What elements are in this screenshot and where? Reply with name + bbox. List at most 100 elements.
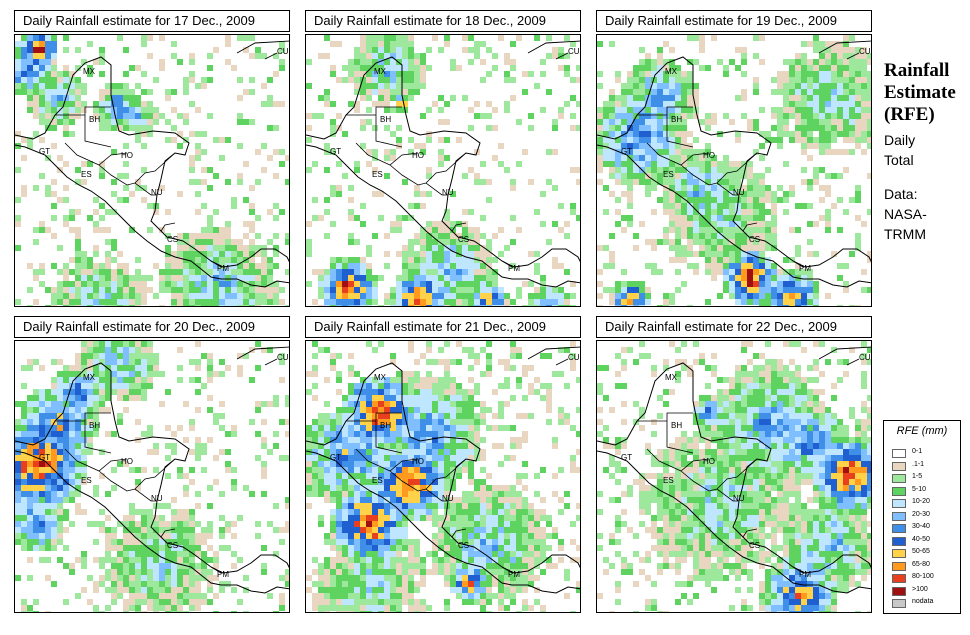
country-label: HO: [703, 457, 715, 466]
rainfall-map: CU MX BH GT HO ES NU CS PM: [305, 340, 581, 613]
country-label: CU: [859, 353, 871, 362]
legend-label: 0-1: [912, 448, 923, 455]
map-outline: [55, 412, 222, 574]
country-label: MX: [665, 67, 677, 76]
country-label: CS: [167, 235, 179, 244]
map-outline: [818, 346, 871, 366]
legend-label: 80-100: [912, 573, 934, 580]
country-label: PM: [508, 570, 520, 579]
country-label: HO: [121, 151, 133, 160]
country-label: CU: [568, 353, 580, 362]
country-label: GT: [39, 147, 51, 156]
legend-swatch: [892, 449, 906, 458]
sidebar-title-2: Estimate: [884, 82, 956, 103]
legend-label: 50-65: [912, 548, 930, 555]
country-label: NU: [151, 494, 163, 503]
rainfall-map: CU MX BH GT HO ES NU CS PM: [14, 340, 290, 613]
country-label: PM: [508, 264, 520, 273]
legend-swatch: [892, 486, 906, 496]
country-label: PM: [799, 570, 811, 579]
country-label: ES: [372, 476, 383, 485]
legend-label: nodata: [912, 598, 934, 605]
country-label: ES: [663, 170, 674, 179]
legend-swatch: [892, 461, 906, 471]
legend: RFE (mm) 0-1 .1-1 1-5 5-10 10-20 20-30 30-40 40…: [883, 420, 961, 614]
country-label: PM: [799, 264, 811, 273]
country-label: BH: [671, 421, 683, 430]
legend-swatch: [892, 524, 906, 533]
country-label: MX: [374, 67, 386, 76]
country-label: ES: [372, 170, 383, 179]
map-outline: [637, 412, 804, 574]
legend-title: RFE (mm): [896, 425, 948, 437]
legend-label: 1-5: [912, 473, 923, 480]
map-outline: [597, 362, 871, 594]
country-label: HO: [121, 457, 133, 466]
map-panel: Daily Rainfall estimate for 18 Dec., 200…: [305, 10, 581, 307]
map-outline: [637, 106, 804, 268]
country-label: NU: [733, 494, 745, 503]
country-label: BH: [671, 115, 683, 124]
legend-label: 20-30: [912, 510, 930, 518]
panel-title: Daily Rainfall estimate for 20 Dec., 200…: [14, 316, 290, 338]
map-outline: [236, 40, 289, 60]
legend-label: 40-50: [912, 535, 930, 543]
legend-swatch: [892, 536, 906, 546]
sidebar-title-3: (RFE): [884, 104, 935, 125]
legend-label: 30-40: [912, 523, 930, 530]
country-label: PM: [217, 264, 229, 273]
map-outline: [236, 346, 289, 366]
panel-title: Daily Rainfall estimate for 22 Dec., 200…: [596, 316, 872, 338]
country-label: CU: [277, 353, 289, 362]
country-label: ES: [663, 476, 674, 485]
country-label: PM: [217, 570, 229, 579]
country-label: GT: [621, 453, 633, 462]
country-label: BH: [380, 421, 392, 430]
sidebar-data-source: Data: NASA- TRMM: [884, 186, 927, 242]
legend-swatch: [892, 574, 906, 583]
country-label: MX: [83, 373, 95, 382]
map-panel: Daily Rainfall estimate for 20 Dec., 200…: [14, 316, 290, 613]
country-label: CS: [749, 235, 761, 244]
country-label: HO: [412, 151, 424, 160]
country-label: BH: [89, 421, 101, 430]
sidebar-title-1: Rainfall: [884, 60, 950, 81]
panel-title: Daily Rainfall estimate for 18 Dec., 200…: [305, 10, 581, 32]
map-outline: [818, 40, 871, 60]
map-panel: Daily Rainfall estimate for 17 Dec., 200…: [14, 10, 290, 307]
legend-label: .1-1: [912, 460, 925, 468]
country-label: BH: [89, 115, 101, 124]
legend-swatch: [892, 511, 906, 521]
country-label: NU: [151, 188, 163, 197]
country-label: GT: [621, 147, 633, 156]
panel-title: Daily Rainfall estimate for 21 Dec., 200…: [305, 316, 581, 338]
map-panel: Daily Rainfall estimate for 22 Dec., 200…: [596, 316, 872, 613]
country-label: NU: [442, 494, 454, 503]
legend-swatch: [892, 474, 906, 483]
country-label: NU: [733, 188, 745, 197]
country-label: BH: [380, 115, 392, 124]
map-panel: Daily Rainfall estimate for 21 Dec., 200…: [305, 316, 581, 613]
sidebar-info: Rainfall Estimate (RFE) Daily Total Data:…: [884, 60, 970, 244]
country-label: CS: [167, 541, 179, 550]
country-label: ES: [81, 476, 92, 485]
rainfall-map: CU MX BH GT HO ES NU CS PM: [305, 34, 581, 307]
sidebar-daily: Daily Total: [884, 132, 916, 168]
rainfall-map: CU MX BH GT HO ES NU CS PM: [596, 34, 872, 307]
country-label: HO: [703, 151, 715, 160]
legend-label: 65-80: [912, 560, 930, 568]
legend-swatch: [892, 549, 906, 558]
country-label: HO: [412, 457, 424, 466]
country-label: NU: [442, 188, 454, 197]
legend-swatch: [892, 561, 906, 571]
country-label: MX: [665, 373, 677, 382]
country-label: MX: [83, 67, 95, 76]
map-outline: [346, 106, 513, 268]
map-panel: Daily Rainfall estimate for 19 Dec., 200…: [596, 10, 872, 307]
legend-label: >100: [912, 585, 928, 593]
map-outline: [527, 40, 580, 60]
map-outline: [306, 362, 580, 594]
country-label: GT: [330, 453, 342, 462]
country-label: CS: [458, 235, 470, 244]
country-label: CS: [749, 541, 761, 550]
